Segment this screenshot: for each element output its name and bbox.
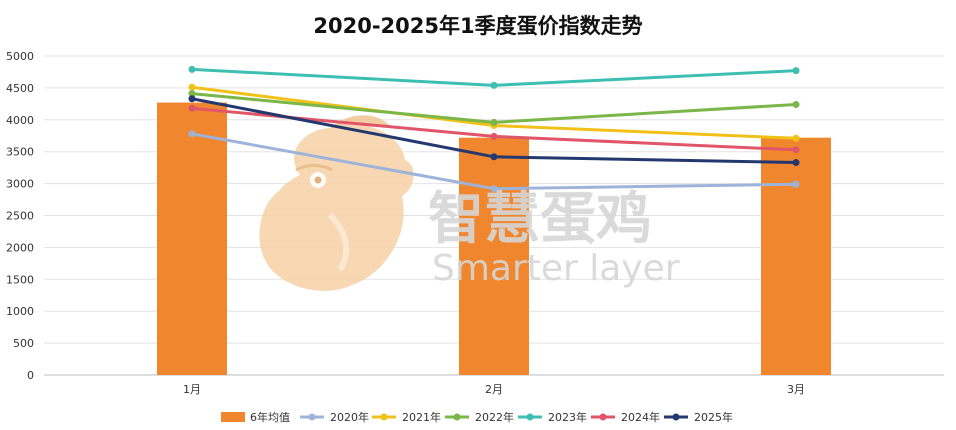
- data-point: [188, 95, 196, 103]
- y-tick-label: 500: [13, 337, 34, 350]
- bar-6yr-avg: [459, 137, 529, 375]
- y-tick-label: 5000: [6, 50, 34, 63]
- data-point: [490, 185, 498, 193]
- hen-head-icon: [259, 115, 414, 291]
- x-tick-label: 2月: [485, 383, 503, 396]
- series-line: [191, 85, 797, 140]
- data-point: [188, 65, 196, 73]
- watermark-chinese-text: 智慧蛋鸡: [428, 187, 652, 252]
- y-tick-label: 0: [27, 369, 34, 382]
- legend-label: 2022年: [475, 410, 514, 424]
- legend-label: 2020年: [330, 410, 369, 424]
- legend-label: 2021年: [402, 410, 441, 424]
- legend-label: 2024年: [621, 410, 660, 424]
- legend-label: 2025年: [694, 410, 733, 424]
- y-tick-label: 3000: [6, 178, 34, 191]
- data-point: [188, 90, 196, 98]
- chart-title: 2020-2025年1季度蛋价指数走势: [313, 14, 643, 38]
- legend-label: 6年均值: [250, 410, 290, 424]
- axes: 0 500 1000 1500 2000 2500 3000 3500 4000 4500 5000…: [6, 50, 805, 396]
- x-tick-label: 1月: [183, 383, 201, 396]
- y-tick-label: 4500: [6, 82, 34, 95]
- data-point: [490, 132, 498, 140]
- legend-marker: [672, 413, 680, 421]
- data-point: [792, 159, 800, 167]
- data-point: [792, 100, 800, 108]
- x-tick-label: 3月: [787, 383, 805, 396]
- legend-marker: [453, 413, 461, 421]
- bar-6yr-avg: [157, 102, 227, 375]
- y-tick-label: 3500: [6, 146, 34, 159]
- data-point: [188, 104, 196, 112]
- data-point: [792, 146, 800, 154]
- legend-marker: [526, 413, 534, 421]
- legend-marker: [599, 413, 607, 421]
- legend-marker: [308, 413, 316, 421]
- data-point: [792, 134, 800, 142]
- y-tick-label: 1500: [6, 273, 34, 286]
- y-tick-label: 1000: [6, 305, 34, 318]
- legend-label: 2023年: [548, 410, 587, 424]
- data-point: [490, 118, 498, 126]
- legend-swatch: [221, 412, 245, 422]
- line-series: [188, 65, 800, 193]
- data-point: [490, 153, 498, 161]
- data-point: [188, 83, 196, 91]
- data-point: [792, 180, 800, 188]
- data-point: [188, 130, 196, 138]
- watermark-english-text: Smarter layer: [432, 248, 680, 289]
- bar-6yr-avg: [761, 137, 831, 375]
- data-point: [490, 81, 498, 89]
- legend-marker: [380, 413, 388, 421]
- data-point: [792, 67, 800, 75]
- y-tick-label: 2500: [6, 210, 34, 223]
- bar-series: [157, 102, 831, 375]
- y-tick-label: 4000: [6, 114, 34, 127]
- legend: 6年均值 2020年 2021年 2022年 2023年 2024年 2025年: [221, 410, 733, 424]
- y-tick-label: 2000: [6, 241, 34, 254]
